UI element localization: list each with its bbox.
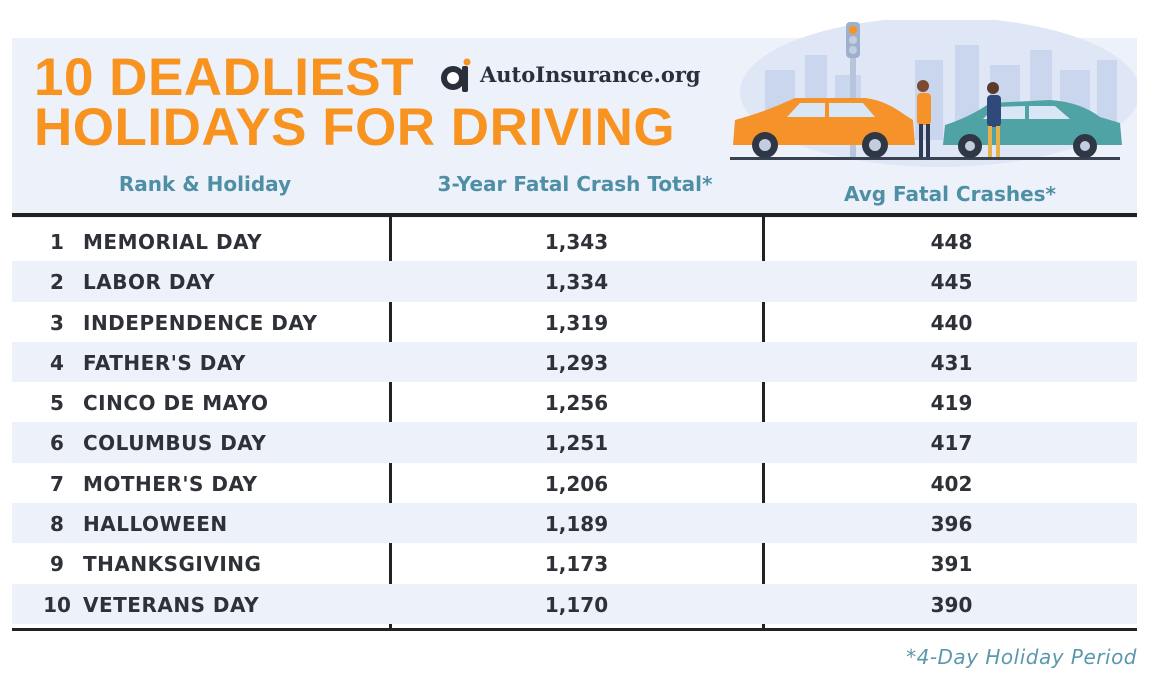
total-cell: 1,334	[544, 270, 609, 295]
table-bottom-rule	[12, 628, 1137, 631]
holiday-cell: CINCO DE MAYO	[83, 391, 269, 416]
avg-cell: 402	[930, 471, 973, 496]
holiday-cell: THANKSGIVING	[83, 552, 262, 577]
table-row: 3 INDEPENDENCE DAY 1,319 440	[12, 302, 1137, 342]
total-cell: 1,256	[544, 391, 609, 416]
total-cell: 1,343	[544, 230, 609, 254]
total-cell: 1,319	[544, 310, 609, 335]
table-row: 8 HALLOWEEN 1,189 396	[12, 503, 1137, 544]
rank-cell: 3	[50, 310, 64, 335]
table-top-rule	[12, 213, 1137, 217]
avg-cell: 440	[930, 310, 973, 335]
avg-cell: 448	[930, 230, 973, 254]
holiday-cell: MOTHER'S DAY	[83, 471, 258, 496]
ai-logo-icon	[441, 58, 471, 92]
avg-cell: 396	[930, 512, 973, 537]
avg-cell: 419	[930, 391, 973, 416]
avg-cell: 431	[930, 350, 973, 375]
total-cell: 1,206	[544, 471, 609, 496]
rank-cell: 9	[50, 552, 64, 577]
table-row: 1 MEMORIAL DAY 1,343 448	[12, 221, 1137, 261]
total-cell: 1,173	[544, 552, 609, 577]
total-cell: 1,170	[544, 592, 609, 617]
car-crash-illustration	[730, 20, 1137, 167]
rank-cell: 2	[50, 270, 64, 295]
rank-cell: 6	[50, 431, 64, 456]
table-row: 6 COLUMBUS DAY 1,251 417	[12, 422, 1137, 463]
total-cell: 1,293	[544, 350, 609, 375]
total-cell: 1,189	[544, 512, 609, 537]
table-row: 10 VETERANS DAY 1,170 390	[12, 583, 1137, 624]
rank-cell: 5	[50, 391, 64, 416]
table-row: 7 MOTHER'S DAY 1,206 402	[12, 463, 1137, 503]
rank-cell: 1	[50, 230, 64, 254]
brand-logo: AutoInsurance.org	[440, 58, 701, 94]
holiday-cell: HALLOWEEN	[83, 512, 228, 537]
column-header-avg: Avg Fatal Crashes*	[843, 182, 1057, 206]
total-cell: 1,251	[544, 431, 609, 456]
table-row: 9 THANKSGIVING 1,173 391	[12, 543, 1137, 583]
holiday-cell: COLUMBUS DAY	[83, 431, 267, 456]
table-row: 2 LABOR DAY 1,334 445	[12, 261, 1137, 302]
column-header-3yr-total: 3-Year Fatal Crash Total*	[437, 172, 713, 196]
rank-cell: 8	[50, 512, 64, 537]
column-header-rank-holiday: Rank & Holiday	[118, 172, 292, 196]
title-line-1: 10 DEADLIEST	[34, 48, 415, 107]
brand-name: AutoInsurance.org	[480, 62, 701, 87]
avg-cell: 390	[930, 592, 973, 617]
avg-cell: 417	[930, 431, 973, 456]
table-row: 4 FATHER'S DAY 1,293 431	[12, 341, 1137, 383]
rank-cell: 10	[43, 592, 71, 617]
footnote: *4-Day Holiday Period	[906, 645, 1137, 669]
rank-cell: 4	[50, 350, 64, 375]
holiday-cell: INDEPENDENCE DAY	[83, 310, 318, 335]
rank-cell: 7	[50, 471, 64, 496]
title-line-2: HOLIDAYS FOR DRIVING	[34, 98, 676, 157]
holiday-cell: LABOR DAY	[83, 270, 215, 295]
avg-cell: 391	[930, 552, 973, 577]
table-body: 1 MEMORIAL DAY 1,343 448 2 LABOR DAY 1,334 445 3…	[12, 221, 1137, 624]
avg-cell: 445	[930, 270, 973, 295]
holiday-cell: FATHER'S DAY	[83, 350, 246, 375]
table-row: 5 CINCO DE MAYO 1,256 419	[12, 382, 1137, 422]
holiday-cell: VETERANS DAY	[83, 592, 260, 617]
holiday-cell: MEMORIAL DAY	[83, 230, 263, 254]
